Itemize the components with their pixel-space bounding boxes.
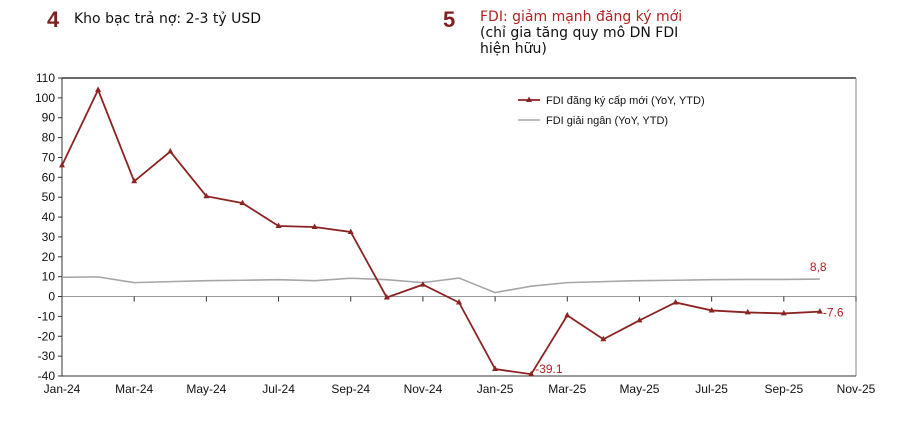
x-tick-label: Jul-24 (262, 382, 295, 396)
x-tick-label: Sep-25 (764, 382, 803, 396)
triangle-marker-icon (564, 311, 571, 318)
y-tick-label: 110 (36, 71, 55, 85)
series-fdi-disbursed (61, 276, 820, 294)
label-min: -39.1 (535, 362, 563, 376)
panel-4-title: Kho bạc trả nợ: 2-3 tỷ USD (74, 11, 262, 27)
y-tick-label: 50 (42, 190, 56, 204)
triangle-marker-icon (347, 228, 354, 234)
x-tick-label: Jan-24 (44, 382, 81, 396)
panel-5-number: 5 (443, 7, 456, 32)
triangle-marker-icon (600, 335, 607, 342)
panel-4-number: 4 (47, 7, 60, 32)
legend-triangle-icon (526, 96, 532, 102)
x-tick-label: Nov-24 (404, 382, 443, 396)
triangle-marker-icon (275, 222, 282, 229)
x-tick-label: Jan-25 (477, 382, 514, 396)
triangle-marker-icon (672, 298, 679, 305)
triangle-marker-icon (744, 308, 751, 315)
triangle-marker-icon (59, 161, 65, 168)
y-tick-label: 30 (42, 230, 56, 244)
triangle-marker-icon (492, 365, 499, 372)
x-tick-label: Mar-24 (115, 382, 153, 396)
panel-5-title-line2: (chỉ gia tăng quy mô DN FDI (480, 25, 679, 41)
triangle-marker-icon (239, 199, 246, 206)
triangle-marker-icon (456, 298, 462, 305)
x-tick-label: Sep-24 (331, 382, 370, 396)
y-tick-label: -30 (38, 349, 56, 363)
y-tick-label: 40 (42, 210, 56, 224)
y-tick-label: -40 (38, 369, 56, 383)
x-tick-label: May-24 (186, 382, 226, 396)
triangle-marker-icon (419, 281, 426, 287)
panel-5-title-highlight: FDI: giảm mạnh đăng ký mới (480, 9, 683, 25)
label-disbursed-last: 8,8 (810, 260, 827, 274)
chart-legend: FDI đăng ký cấp mới (YoY, YTD) FDI giải n… (518, 95, 705, 127)
panel-5-title: FDI: giảm mạnh đăng ký mới (chỉ gia tăng… (480, 9, 740, 57)
y-tick-label: -10 (38, 309, 56, 323)
triangle-marker-icon (203, 192, 210, 199)
x-tick-label: Mar-25 (548, 382, 586, 396)
triangle-marker-icon (708, 306, 715, 313)
panel-5-title-line3: hiện hữu) (480, 41, 547, 57)
y-tick-label: -20 (38, 329, 56, 343)
y-tick-label: 0 (48, 290, 55, 304)
x-tick-label: Nov-25 (837, 382, 876, 396)
y-tick-label: 80 (42, 131, 56, 145)
triangle-marker-icon (311, 223, 318, 229)
triangle-marker-icon (636, 316, 643, 323)
series-layer (59, 86, 823, 377)
triangle-marker-icon (95, 86, 102, 92)
y-tick-label: 60 (42, 170, 56, 184)
y-tick-label: 20 (42, 250, 56, 264)
triangle-marker-icon (816, 308, 823, 314)
triangle-marker-icon (131, 177, 138, 184)
data-labels: -39.1 -7.6 8,8 (535, 260, 844, 376)
x-tick-label: Jul-25 (695, 382, 728, 396)
triangle-marker-icon (780, 309, 787, 316)
x-axis: Jan-24 Mar-24 May-24 Jul-24 Sep-24 Nov-24 Jan-… (44, 296, 876, 396)
plot-frame (62, 77, 857, 377)
series-fdi-registered (61, 87, 820, 376)
triangle-marker-icon (528, 370, 535, 377)
legend-label-registered: FDI đăng ký cấp mới (YoY, YTD) (546, 95, 705, 107)
y-tick-label: 70 (42, 150, 56, 164)
triangle-marker-icon (167, 148, 174, 154)
triangle-marker-icon (383, 294, 390, 300)
y-tick-label: 100 (35, 91, 55, 105)
y-tick-label: 90 (42, 111, 56, 125)
legend-label-disbursed: FDI giải ngân (YoY, YTD) (546, 115, 668, 127)
label-registered-last: -7.6 (823, 306, 844, 320)
y-tick-label: 10 (42, 270, 56, 284)
x-tick-label: May-25 (619, 382, 659, 396)
